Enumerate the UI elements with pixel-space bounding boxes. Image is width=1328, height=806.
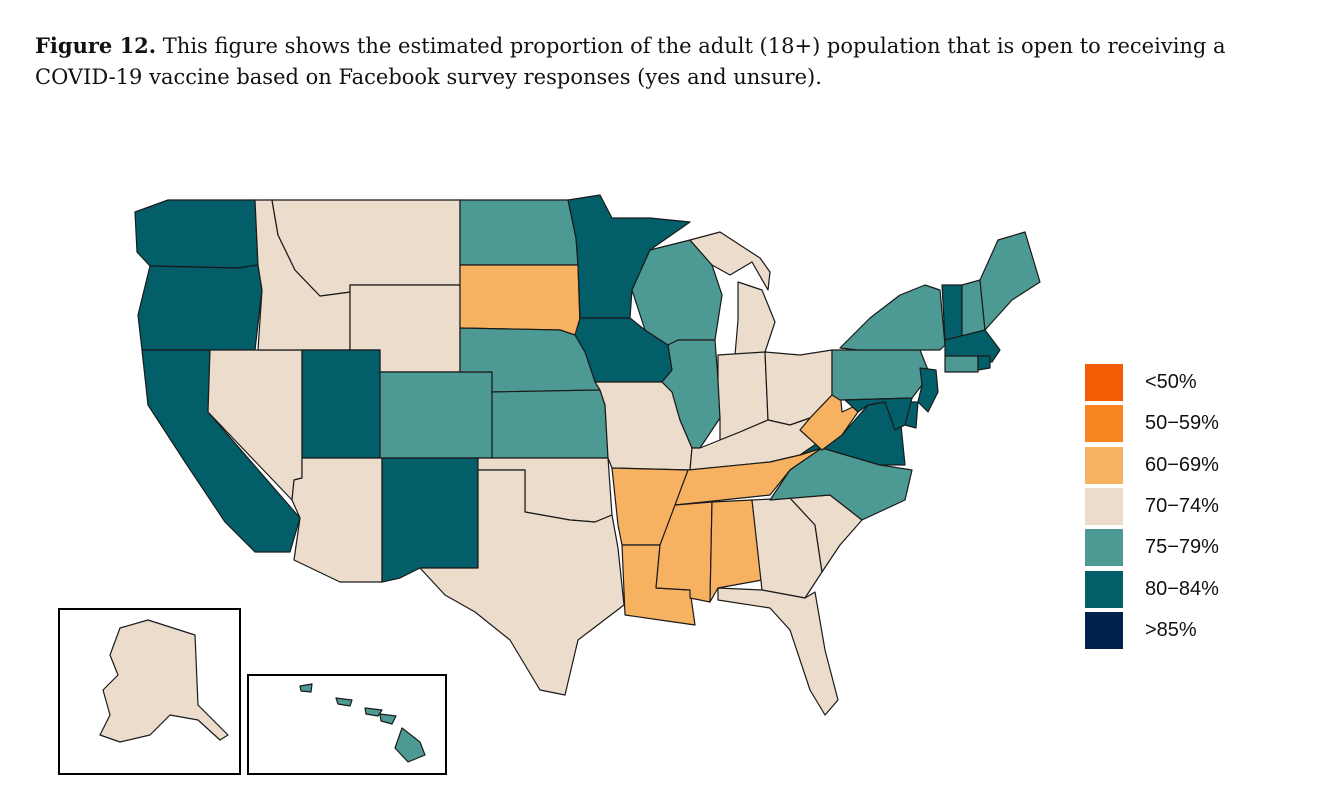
legend-swatch (1085, 405, 1123, 443)
caption-text: This figure shows the estimated proporti… (35, 34, 1226, 89)
legend-item: 50−59% (1085, 403, 1219, 444)
state-me (979, 231, 1041, 331)
state-az (291, 457, 383, 583)
state-al (709, 499, 763, 603)
state-pa (831, 349, 929, 401)
legend-item: 75−79% (1085, 527, 1219, 568)
legend-swatch (1085, 446, 1123, 484)
contiguous-states (134, 194, 1041, 716)
legend-label: 70−74% (1145, 495, 1219, 518)
state-sd (459, 264, 581, 336)
legend-swatch (1085, 611, 1123, 649)
legend-item: 60−69% (1085, 445, 1219, 486)
state-wa (134, 199, 259, 269)
caption-label: Figure 12. (35, 33, 157, 58)
legend: <50% 50−59% 60−69% 70−74% 75−79% 80−84% >85% (1085, 362, 1219, 651)
state-ma (944, 329, 1001, 363)
state-fl (717, 587, 839, 716)
legend-swatch (1085, 364, 1123, 402)
legend-label: 80−84% (1145, 577, 1219, 600)
state-ak (99, 619, 229, 743)
state-tx (419, 469, 625, 696)
legend-label: 75−79% (1145, 536, 1219, 559)
legend-item: 70−74% (1085, 486, 1219, 527)
state-ks (491, 389, 609, 459)
state-ut (301, 349, 383, 459)
state-nj (917, 367, 939, 413)
state-vt (941, 284, 963, 341)
legend-item: >85% (1085, 610, 1219, 651)
legend-swatch (1085, 570, 1123, 608)
legend-label: <50% (1145, 371, 1197, 394)
state-hi (299, 683, 426, 763)
legend-label: >85% (1145, 618, 1197, 641)
legend-label: 50−59% (1145, 412, 1219, 435)
state-ri (977, 355, 991, 371)
state-ny (839, 284, 946, 351)
legend-label: 60−69% (1145, 453, 1219, 476)
state-co (379, 371, 493, 459)
state-nm (381, 457, 479, 583)
legend-item: <50% (1085, 362, 1219, 403)
figure-caption: Figure 12. This figure shows the estimat… (35, 30, 1295, 93)
state-nd (459, 199, 579, 266)
state-md (844, 397, 913, 431)
state-ct (944, 355, 979, 373)
legend-swatch (1085, 529, 1123, 567)
legend-item: 80−84% (1085, 568, 1219, 609)
state-or (137, 264, 263, 351)
legend-swatch (1085, 488, 1123, 526)
